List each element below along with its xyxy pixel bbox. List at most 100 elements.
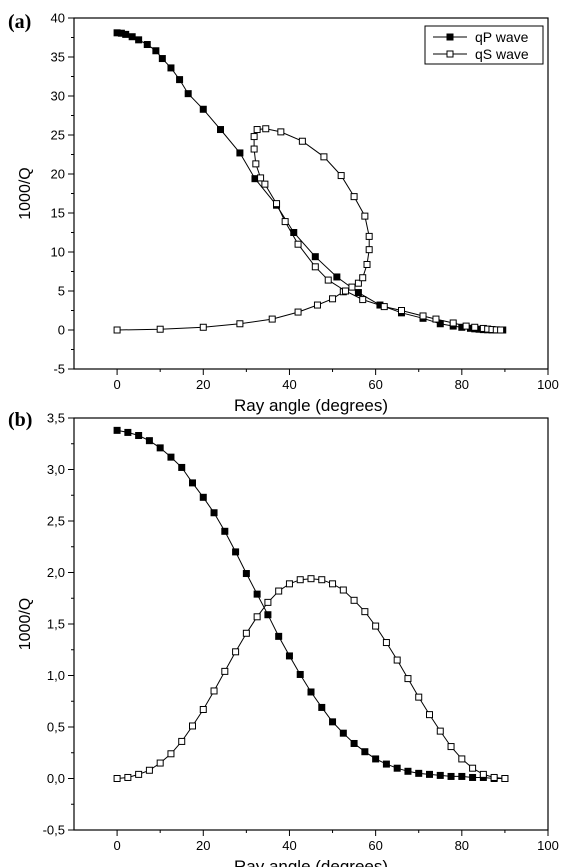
legend-label: qS wave — [475, 46, 529, 62]
data-point-filled — [152, 47, 160, 55]
x-tick-label: 60 — [368, 377, 382, 392]
x-tick-label: 80 — [455, 838, 469, 853]
data-point-filled — [251, 175, 259, 183]
data-point-open — [479, 770, 487, 778]
data-point-open — [298, 137, 306, 145]
data-point-open — [221, 667, 229, 675]
legend-marker — [446, 50, 454, 58]
data-point-open — [210, 687, 218, 695]
data-point-open — [135, 770, 143, 778]
y-tick-label: 2,0 — [47, 565, 65, 580]
data-point-filled — [426, 770, 433, 778]
data-point-filled — [199, 105, 207, 113]
data-point-open — [359, 296, 367, 304]
data-point-open — [458, 755, 466, 763]
data-point-filled — [264, 611, 272, 619]
data-point-filled — [415, 769, 423, 777]
data-point-open — [359, 274, 367, 282]
data-point-open — [257, 174, 265, 182]
data-point-open — [253, 126, 261, 134]
y-tick-label: 3,5 — [47, 411, 65, 426]
y-tick-label: -5 — [53, 362, 65, 377]
data-point-filled — [122, 30, 130, 38]
data-point-filled — [275, 632, 283, 640]
y-tick-label: 1,0 — [47, 668, 65, 683]
data-point-filled — [458, 772, 466, 780]
data-point-filled — [393, 764, 401, 772]
data-point-open — [145, 766, 153, 774]
data-point-open — [281, 218, 289, 226]
data-point-open — [318, 576, 326, 584]
x-tick-label: 0 — [113, 838, 120, 853]
data-point-open — [339, 586, 347, 594]
data-point-open — [348, 283, 356, 291]
data-point-filled — [339, 729, 347, 737]
plot-frame — [73, 17, 549, 370]
data-point-open — [252, 160, 260, 168]
data-point-filled — [167, 64, 175, 72]
y-axis-label: 1000/Q — [17, 598, 34, 650]
data-point-filled — [361, 748, 369, 756]
data-point-open — [350, 193, 358, 201]
data-point-filled — [382, 760, 390, 768]
data-point-open — [436, 727, 444, 735]
series-line-filled — [117, 32, 503, 331]
data-point-open — [404, 675, 412, 683]
series-line-open — [117, 128, 501, 331]
data-point-filled — [436, 771, 444, 779]
plot-frame — [73, 417, 549, 831]
data-point-open — [156, 325, 164, 333]
data-point-open — [415, 693, 423, 701]
y-tick-label: 25 — [51, 128, 65, 143]
data-point-open — [113, 775, 121, 782]
data-point-filled — [285, 652, 293, 660]
data-point-open — [167, 750, 175, 758]
data-point-filled — [199, 493, 207, 501]
y-tick-label: 10 — [51, 245, 65, 260]
data-point-filled — [469, 773, 477, 781]
y-tick-label: 40 — [51, 11, 65, 26]
data-point-filled — [178, 463, 186, 471]
x-tick-label: 100 — [537, 377, 559, 392]
data-point-open — [354, 279, 362, 287]
data-point-open — [380, 303, 388, 311]
data-point-open — [365, 246, 373, 254]
data-point-open — [285, 580, 293, 588]
data-point-filled — [329, 718, 337, 726]
x-tick-label: 100 — [537, 838, 559, 853]
data-point-filled — [135, 432, 143, 440]
y-tick-label: -0,5 — [43, 823, 65, 838]
data-point-open — [261, 180, 269, 188]
data-point-filled — [404, 767, 412, 775]
data-point-open — [324, 276, 332, 284]
data-point-filled — [296, 670, 304, 678]
data-point-filled — [135, 36, 143, 44]
data-point-filled — [156, 444, 164, 452]
data-point-open — [250, 133, 258, 141]
data-point-open — [449, 319, 457, 327]
data-point-filled — [184, 90, 192, 98]
y-tick-label: 3,0 — [47, 462, 65, 477]
x-tick-label: 20 — [196, 377, 210, 392]
data-point-filled — [253, 590, 261, 598]
panel-label: (a) — [8, 11, 31, 33]
data-point-open — [365, 232, 373, 240]
data-point-filled — [189, 479, 196, 487]
x-axis-label: Ray angle (degrees) — [234, 396, 388, 415]
data-point-filled — [236, 149, 244, 157]
data-point-filled — [167, 453, 175, 461]
y-tick-label: 15 — [51, 206, 65, 221]
data-point-open — [469, 764, 477, 772]
data-point-open — [232, 648, 240, 656]
data-point-open — [393, 656, 401, 664]
data-point-filled — [242, 570, 250, 578]
data-point-open — [262, 125, 270, 133]
y-tick-label: 30 — [51, 89, 65, 104]
data-point-open — [250, 145, 258, 153]
data-point-open — [294, 308, 302, 316]
data-point-open — [313, 301, 321, 309]
data-point-open — [242, 629, 250, 637]
data-point-open — [361, 608, 369, 616]
data-point-open — [329, 580, 337, 588]
